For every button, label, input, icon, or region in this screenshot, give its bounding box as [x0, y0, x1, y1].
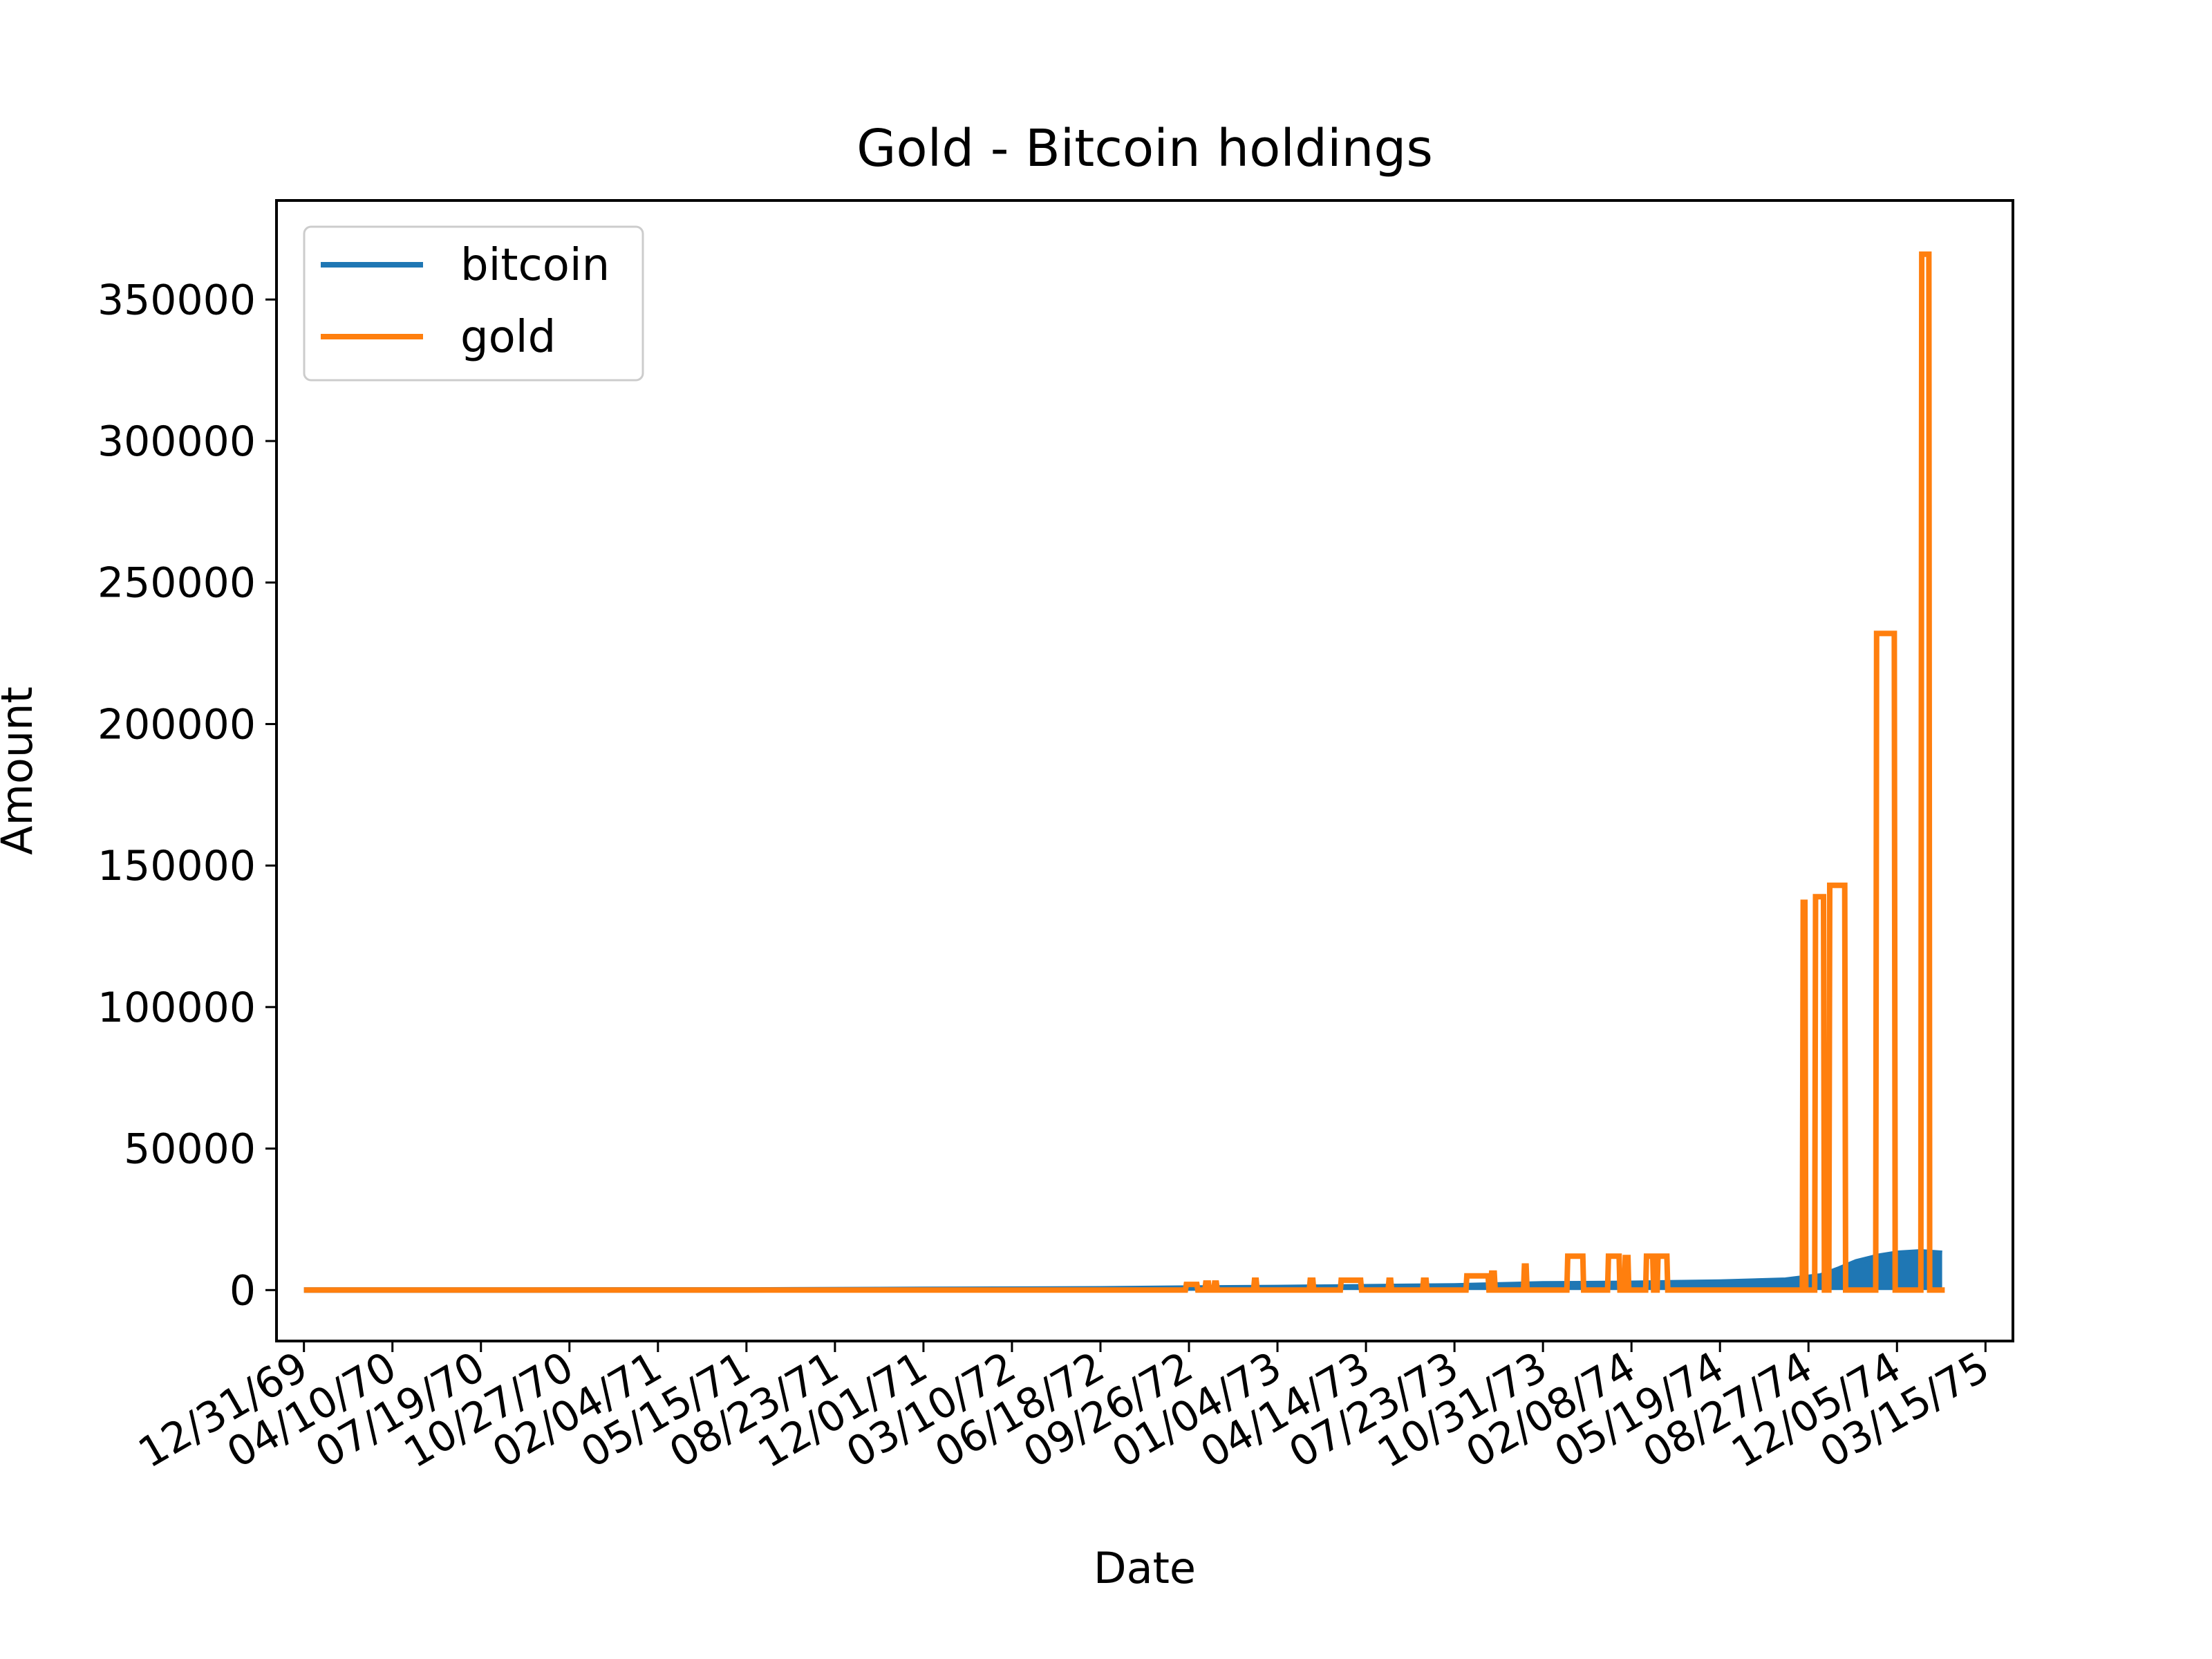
series-bitcoin-line	[303, 1248, 1942, 1293]
y-axis: 0 50000 100000 150000 200000 250000 300000 3500…	[97, 276, 276, 1315]
y-tick-label: 0	[229, 1266, 256, 1315]
series-layer	[303, 251, 1945, 1293]
legend-label-bitcoin: bitcoin	[460, 240, 610, 291]
series-bitcoin-area	[303, 1252, 1942, 1291]
y-tick-label: 150000	[97, 842, 256, 890]
y-tick-label: 100000	[97, 984, 256, 1032]
x-axis-label: Date	[1094, 1543, 1196, 1593]
plot-frame	[275, 199, 2014, 1342]
chart-title: Gold - Bitcoin holdings	[856, 119, 1433, 178]
legend: bitcoin gold	[303, 225, 644, 382]
x-axis: 12/31/6904/10/7007/19/7010/27/7002/04/71…	[131, 1341, 1998, 1478]
y-tick-label: 300000	[97, 418, 256, 466]
y-axis-label: Amount	[0, 686, 42, 855]
y-tick-label: 350000	[97, 276, 256, 324]
series-gold-line	[303, 251, 1945, 1293]
y-tick-label: 250000	[97, 559, 256, 608]
y-tick-label: 50000	[124, 1125, 256, 1174]
y-tick-label: 200000	[97, 700, 256, 749]
legend-label-gold: gold	[460, 312, 556, 363]
